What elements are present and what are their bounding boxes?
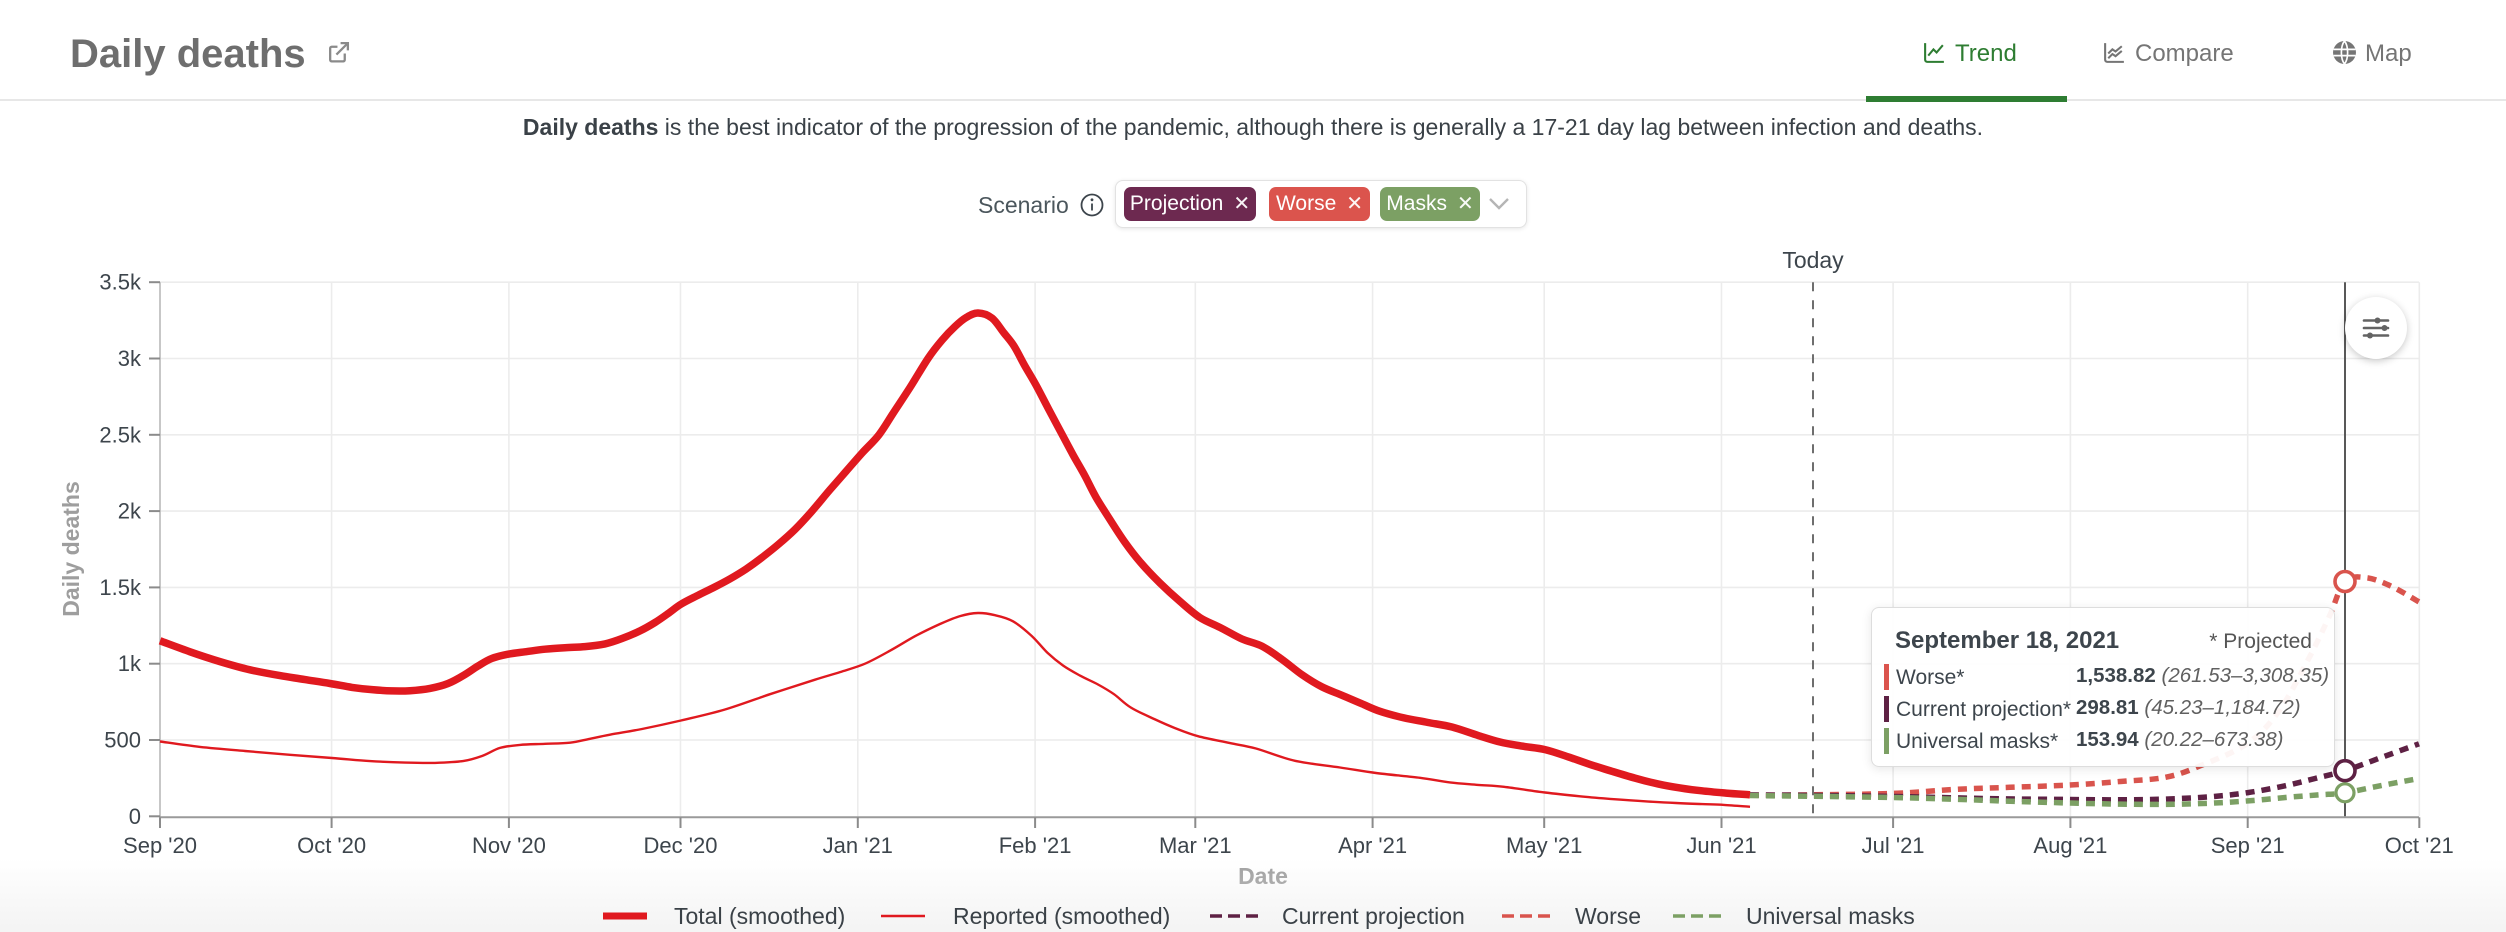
svg-text:Today: Today xyxy=(1782,247,1844,273)
svg-text:Dec '20: Dec '20 xyxy=(644,833,718,858)
svg-text:Jun '21: Jun '21 xyxy=(1686,833,1756,858)
svg-text:Sep '21: Sep '21 xyxy=(2211,833,2285,858)
svg-text:Feb '21: Feb '21 xyxy=(999,833,1072,858)
svg-text:Jan '21: Jan '21 xyxy=(823,833,893,858)
svg-text:Jul '21: Jul '21 xyxy=(1862,833,1925,858)
svg-text:2k: 2k xyxy=(118,499,142,524)
svg-text:May '21: May '21 xyxy=(1506,833,1582,858)
svg-text:500: 500 xyxy=(104,728,141,753)
svg-text:Daily deaths: Daily deaths xyxy=(58,481,84,617)
svg-text:0: 0 xyxy=(129,804,141,829)
svg-text:3k: 3k xyxy=(118,346,142,371)
svg-text:2.5k: 2.5k xyxy=(99,422,142,447)
svg-text:Aug '21: Aug '21 xyxy=(2033,833,2107,858)
svg-text:Oct '21: Oct '21 xyxy=(2385,833,2454,858)
svg-text:1.5k: 1.5k xyxy=(99,575,142,600)
svg-text:Mar '21: Mar '21 xyxy=(1159,833,1232,858)
svg-text:Nov '20: Nov '20 xyxy=(472,833,546,858)
svg-text:Apr '21: Apr '21 xyxy=(1338,833,1407,858)
svg-text:Oct '20: Oct '20 xyxy=(297,833,366,858)
svg-text:1k: 1k xyxy=(118,651,142,676)
svg-text:3.5k: 3.5k xyxy=(99,270,142,295)
svg-text:Date: Date xyxy=(1238,863,1288,889)
svg-text:Sep '20: Sep '20 xyxy=(123,833,197,858)
